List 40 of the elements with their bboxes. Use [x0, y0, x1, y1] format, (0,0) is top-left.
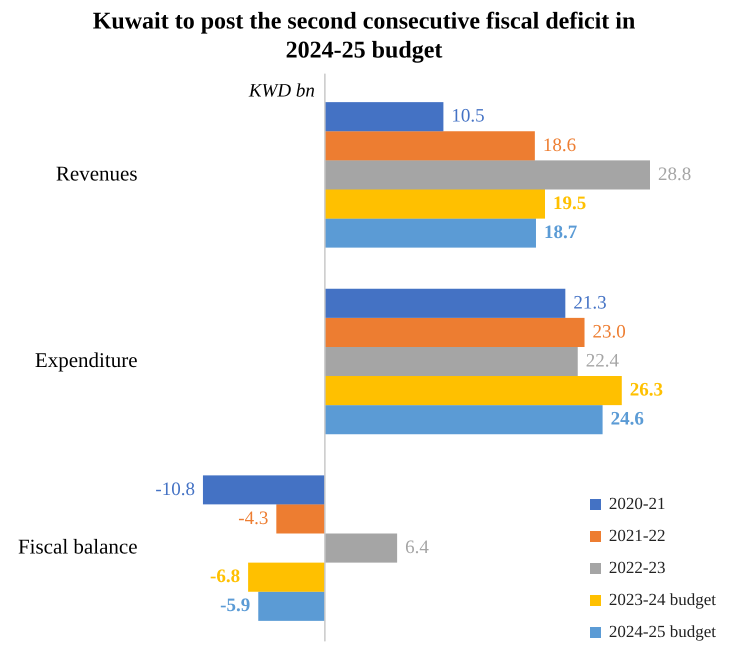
- legend-label: 2021-22: [608, 526, 666, 546]
- bar: [324, 218, 536, 248]
- bar: [248, 562, 325, 592]
- bar: [324, 189, 546, 219]
- bar: [324, 288, 566, 318]
- data-label: 18.7: [544, 222, 578, 244]
- bar: [324, 131, 535, 160]
- bar: [276, 504, 325, 534]
- y-tick-label: Expenditure: [34, 348, 138, 372]
- data-label: 24.6: [610, 408, 644, 430]
- annotation: KWD bn: [248, 80, 315, 102]
- data-label: 28.8: [658, 164, 692, 185]
- legend-label: 2020-21: [608, 494, 666, 514]
- bar: [324, 405, 603, 434]
- data-label: 21.3: [573, 292, 607, 314]
- y-tick-label: Revenues: [56, 161, 138, 186]
- chart-title: Kuwait to post the second consecutive fiscal deficit in 2024-25 budget: [92, 8, 636, 64]
- bar: [258, 592, 325, 621]
- data-label: -4.3: [238, 508, 268, 529]
- data-label: -10.8: [155, 478, 195, 500]
- bar: [324, 376, 622, 406]
- data-label: 10.5: [451, 106, 485, 127]
- data-label: -6.8: [210, 566, 240, 588]
- data-label: 26.3: [630, 380, 664, 401]
- bar: [202, 475, 325, 504]
- bar: [324, 318, 585, 347]
- legend-label: 2024-25 budget: [608, 622, 716, 642]
- legend-label: 2023-24 budget: [608, 590, 716, 610]
- data-label: 19.5: [553, 192, 586, 214]
- data-label: 6.4: [405, 537, 430, 558]
- bar: [324, 160, 650, 190]
- data-label: 22.4: [586, 350, 620, 372]
- bar: [324, 102, 444, 132]
- data-label: -5.9: [220, 595, 250, 616]
- data-label: 18.6: [542, 134, 576, 156]
- bar: [324, 346, 578, 376]
- legend-label: 2022-23: [608, 558, 666, 578]
- bar: [324, 534, 398, 563]
- y-tick-label: Fiscal balance: [18, 534, 138, 559]
- data-label: 23.0: [592, 321, 626, 342]
